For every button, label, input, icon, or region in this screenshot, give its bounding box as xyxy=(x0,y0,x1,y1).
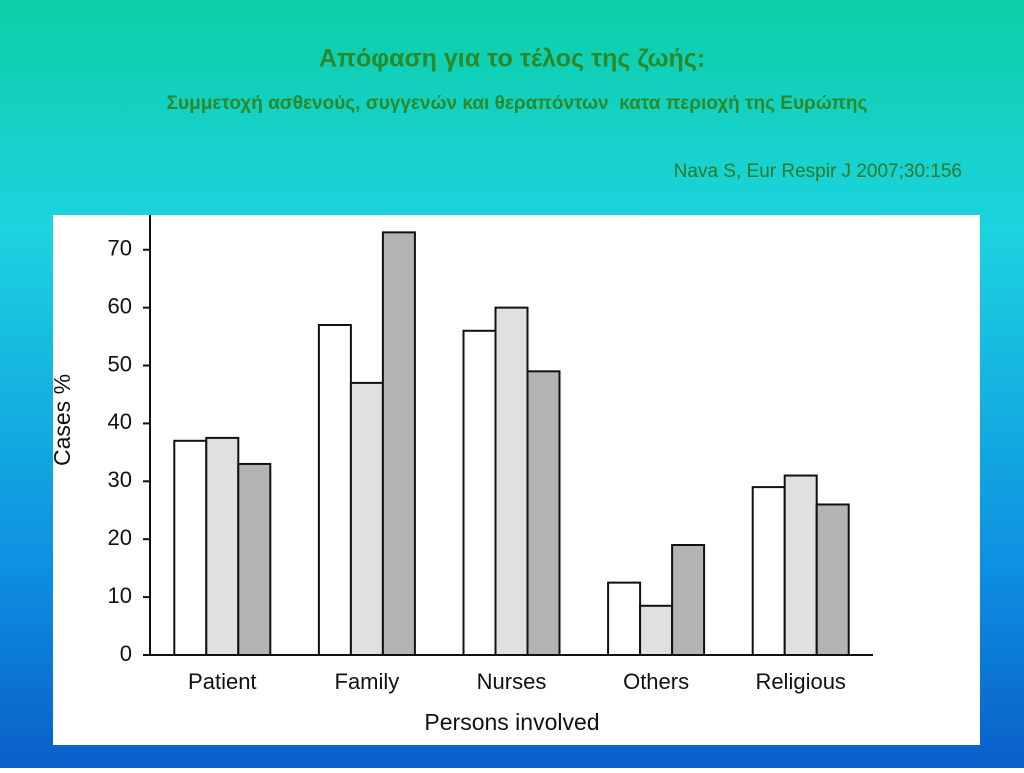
x-tick-label: Family xyxy=(335,669,400,694)
title: Απόφαση για το τέλος της ζωής: xyxy=(319,45,705,73)
y-tick-label: 30 xyxy=(108,467,132,492)
bar xyxy=(462,329,497,656)
bar xyxy=(494,306,529,656)
bar xyxy=(237,462,272,656)
bar xyxy=(205,436,240,657)
bar xyxy=(526,370,561,656)
y-tick-label: 10 xyxy=(108,583,132,608)
bar xyxy=(173,439,208,656)
y-tick-label: 70 xyxy=(108,236,132,261)
bar xyxy=(815,503,850,657)
source: Nava S, Eur Respir J 2007;30:156 xyxy=(674,161,962,182)
bar xyxy=(381,231,416,657)
y-tick-label: 0 xyxy=(120,641,132,666)
x-tick-label: Nurses xyxy=(477,669,547,694)
subtitle: Συμμετοχή ασθενούς, συγγενών και θεραπόν… xyxy=(167,93,868,114)
y-tick-label: 40 xyxy=(108,409,132,434)
y-tick-label: 60 xyxy=(108,293,132,318)
x-axis-label: Persons involved xyxy=(424,709,599,735)
y-tick-label: 20 xyxy=(108,525,132,550)
bar xyxy=(751,486,786,656)
bar xyxy=(607,581,642,657)
y-tick-label: 50 xyxy=(108,351,132,376)
x-tick-label: Others xyxy=(623,669,689,694)
x-tick-label: Religious xyxy=(755,669,846,694)
bar xyxy=(349,381,384,656)
bar xyxy=(317,324,352,656)
bar xyxy=(639,604,674,657)
x-tick-label: Patient xyxy=(188,669,257,694)
y-axis-label: Cases % xyxy=(49,374,75,466)
bar xyxy=(783,474,818,656)
bar xyxy=(671,544,706,656)
